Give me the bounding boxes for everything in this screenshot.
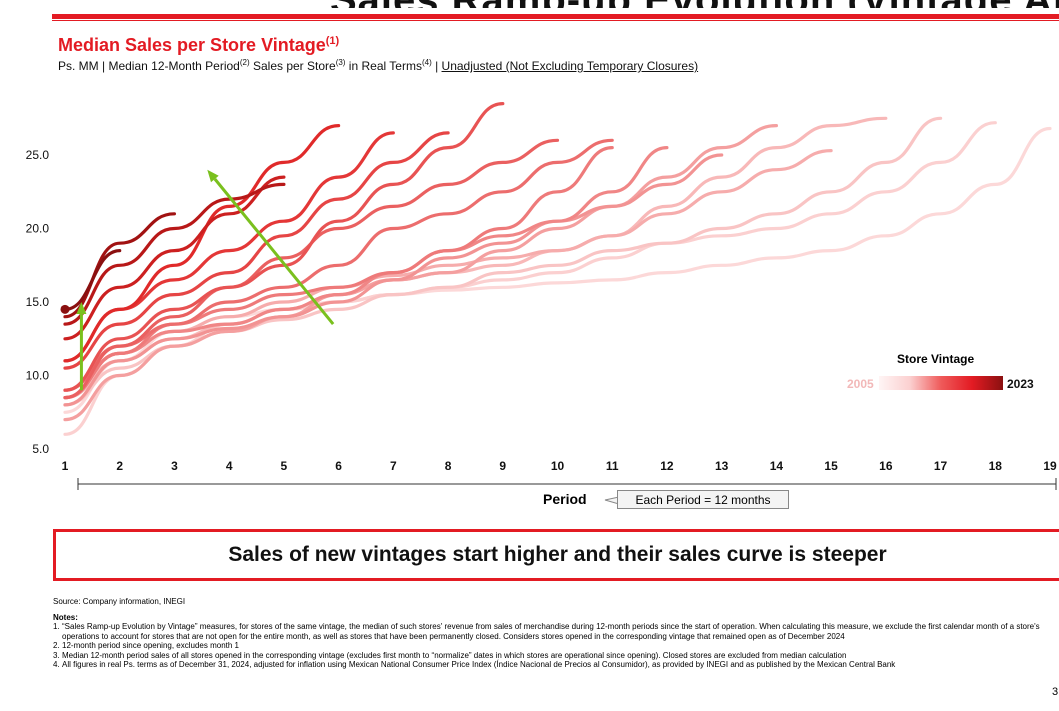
x-tick-label: 16 — [879, 459, 893, 473]
series-line-2019 — [63, 124, 341, 363]
series-line-2014 — [63, 138, 614, 392]
x-tick-label: 1 — [62, 459, 69, 473]
top-rule — [52, 14, 1059, 19]
subtitle-part3: in Real Terms — [345, 59, 422, 73]
note-text: 12-month period since opening, excludes … — [62, 641, 239, 651]
callout-text: Sales of new vintages start higher and t… — [228, 543, 887, 566]
top-rule-thin — [52, 20, 1059, 21]
series-line-2020 — [63, 175, 286, 341]
series-line-2013 — [63, 146, 614, 400]
x-tick-label: 9 — [499, 459, 506, 473]
legend-max-label: 2023 — [1007, 377, 1034, 391]
series-line-2022 — [63, 212, 176, 319]
x-tick-label: 17 — [934, 459, 948, 473]
x-tick-label: 3 — [171, 459, 178, 473]
notes-title: Notes: — [53, 613, 78, 622]
x-axis-label: Period — [543, 491, 587, 507]
trend-arrow-head-2 — [207, 169, 219, 183]
x-tick-label: 8 — [445, 459, 452, 473]
notes: Notes: 1. “Sales Ramp-up Evolution by Vin… — [53, 613, 1043, 669]
subtitle-part2: Sales per Store — [249, 59, 336, 73]
note-pointer-icon — [604, 496, 619, 505]
note-number: 2. — [53, 641, 60, 651]
x-tick-label: 18 — [989, 459, 1003, 473]
series-line-2017 — [63, 131, 450, 370]
source-line: Source: Company information, INEGI — [53, 597, 186, 606]
y-tick-label: 15.0 — [26, 295, 50, 309]
legend-gradient-bar — [879, 376, 1003, 390]
y-tick-label: 25.0 — [26, 148, 50, 162]
x-tick-label: 6 — [335, 459, 342, 473]
line-chart: 5.010.015.020.025.01 2 3 4 5 6 7 8 9 10 11 12 13 14 15… — [26, 102, 1057, 490]
subtitle-sup1: (2) — [239, 58, 250, 67]
trend-arrow-2 — [213, 178, 335, 325]
series-start-marker-2023 — [60, 304, 70, 314]
x-tick-label: 15 — [824, 459, 838, 473]
subtitle-sup2: (3) — [335, 58, 346, 67]
note-number: 3. — [53, 650, 60, 660]
x-tick-label: 10 — [551, 459, 565, 473]
subtitle-sup3: (4) — [421, 58, 432, 67]
period-note: Each Period = 12 months — [617, 490, 789, 509]
trend-arrow-head-1 — [76, 302, 87, 314]
series-line-2012 — [63, 146, 669, 400]
series-line-2016 — [63, 102, 505, 392]
note-number: 1. — [53, 622, 60, 632]
page-number: 3 — [1052, 686, 1059, 698]
note-item: 3. Median 12-month period sales of all st… — [53, 651, 1043, 660]
series-line-2005 — [63, 126, 1052, 414]
subtitle-part4: | — [431, 59, 442, 73]
legend-title: Store Vintage — [897, 352, 975, 366]
note-number: 4. — [53, 660, 60, 670]
series-line-2018 — [63, 131, 395, 363]
x-tick-label: 11 — [606, 459, 619, 473]
x-tick-label: 4 — [226, 459, 233, 473]
note-item: 1. “Sales Ramp-up Evolution by Vintage” m… — [53, 622, 1043, 641]
note-item: 2. 12-month period since opening, exclude… — [53, 641, 1043, 650]
note-text: “Sales Ramp-up Evolution by Vintage” mea… — [62, 622, 1040, 641]
series-line-2015 — [63, 138, 560, 400]
note-text: All figures in real Ps. terms as of Dece… — [62, 660, 896, 670]
callout-box: Sales of new vintages start higher and t… — [53, 529, 1059, 581]
series-line-2010 — [63, 124, 778, 422]
subtitle-link[interactable]: Unadjusted (Not Excluding Temporary Clos… — [441, 59, 699, 73]
chart-title: Median Sales per Store Vintage(1) — [58, 35, 339, 56]
page-title-cut: Sales Ramp-up Evolution (Vintage Analysi… — [330, 0, 1059, 8]
x-tick-label: 12 — [660, 459, 674, 473]
y-tick-label: 5.0 — [32, 442, 49, 456]
chart-subtitle: Ps. MM | Median 12-Month Period(2) Sales… — [58, 58, 698, 73]
series-line-2021 — [63, 182, 286, 326]
y-tick-label: 10.0 — [26, 369, 50, 383]
x-tick-label: 13 — [715, 459, 729, 473]
subtitle-part1: Ps. MM | Median 12-Month Period — [58, 59, 240, 73]
x-tick-label: 2 — [116, 459, 123, 473]
y-tick-label: 20.0 — [26, 222, 50, 236]
chart-title-sup: (1) — [325, 35, 340, 47]
legend-min-label: 2005 — [847, 377, 874, 391]
series-line-2023 — [63, 249, 122, 311]
chart-title-text: Median Sales per Store Vintage — [58, 35, 326, 55]
series-line-2011 — [63, 153, 724, 407]
note-text: Median 12-month period sales of all stor… — [62, 650, 847, 660]
x-tick-label: 14 — [770, 459, 784, 473]
x-tick-label: 5 — [281, 459, 288, 473]
note-item: 4. All figures in real Ps. terms as of De… — [53, 660, 1043, 669]
x-tick-label: 7 — [390, 459, 397, 473]
x-tick-label: 19 — [1043, 459, 1057, 473]
